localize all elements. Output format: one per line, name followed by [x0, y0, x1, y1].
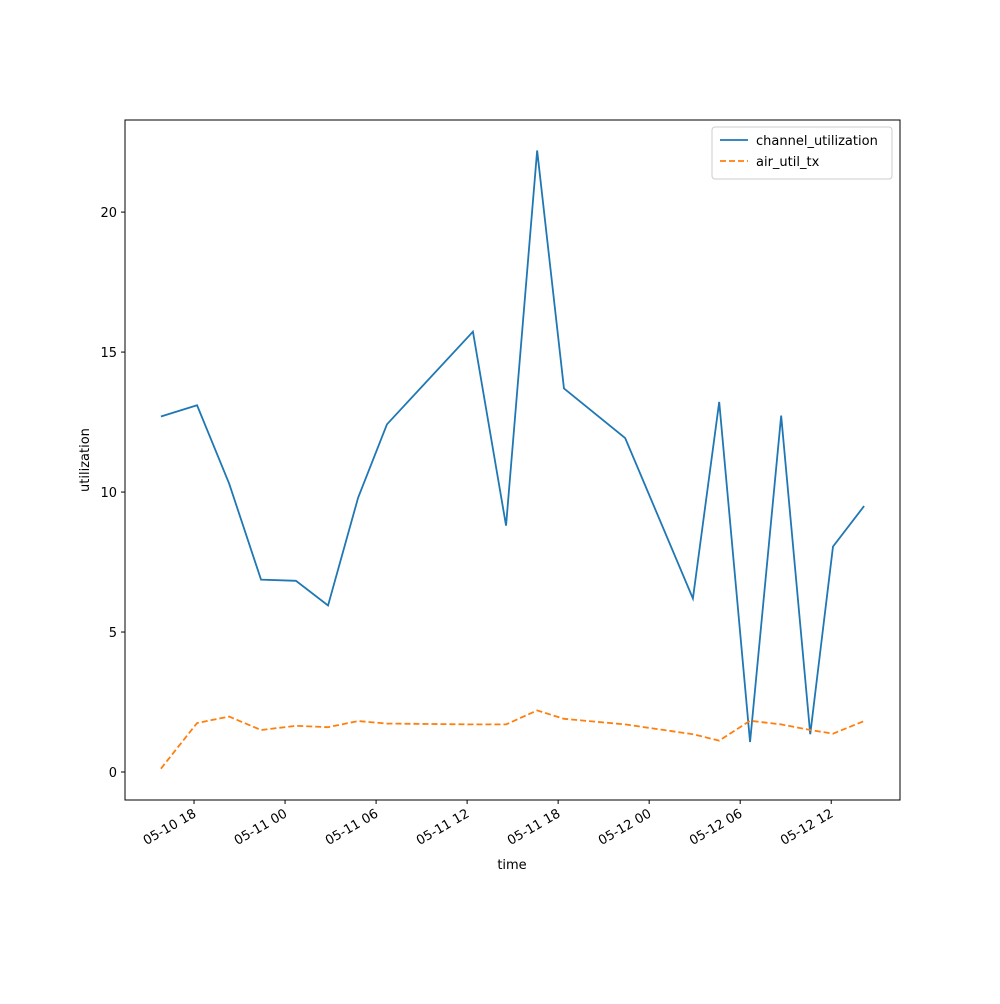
y-tick-label: 15 [100, 346, 117, 361]
legend-box [711, 126, 893, 180]
y-tick-label: 5 [109, 626, 117, 641]
y-tick-label: 20 [100, 206, 117, 221]
legend-label: air_util_tx [756, 155, 820, 170]
plot-frame [124, 119, 901, 801]
y-tick-label: 0 [109, 766, 117, 781]
y-axis-label: utilization [78, 428, 93, 492]
legend-label: channel_utilization [756, 134, 878, 149]
x-axis-label: time [497, 858, 526, 873]
data-line [160, 709, 865, 770]
data-line [160, 150, 865, 743]
y-tick-label: 10 [100, 486, 117, 501]
